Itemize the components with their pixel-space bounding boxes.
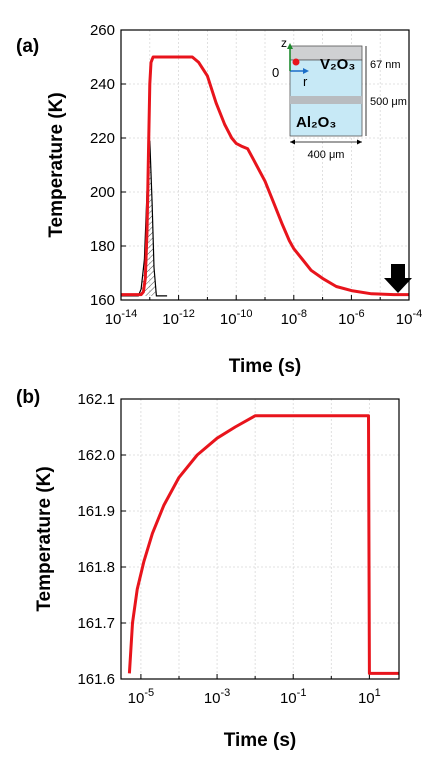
y-tick-label: 161.6 (77, 671, 115, 688)
z-axis-arrowhead (287, 43, 293, 49)
width-label: 400 μm (308, 149, 345, 161)
y-axis-label-b: Temperature (K) (34, 466, 55, 611)
plot-frame-b (120, 398, 400, 680)
substrate-band (290, 96, 362, 104)
r-axis-arrowhead (303, 68, 309, 74)
grid-b (121, 399, 399, 679)
y-tick-label: 220 (90, 130, 115, 147)
panel-label-a: (a) (16, 36, 39, 57)
width-dim-arrow-right (357, 139, 362, 145)
x-tick-label: 10-14 (105, 308, 138, 328)
x-tick-label: 10-8 (281, 308, 307, 328)
plot-area-b (127, 414, 399, 675)
x-tick-label: 10-5 (128, 687, 154, 707)
x-tick-label: 10-6 (338, 308, 364, 328)
panel-label-b: (b) (16, 387, 40, 408)
x-axis-label-b: Time (s) (224, 730, 297, 751)
plot-frame-a (120, 29, 410, 301)
width-dim-arrow-left (290, 139, 295, 145)
y-tick-label: 161.8 (77, 559, 115, 576)
r-axis-label: r (303, 74, 308, 89)
z-axis-label: z (281, 36, 287, 50)
origin-label: 0 (272, 65, 279, 80)
x-tick-label: 10-4 (396, 308, 422, 328)
x-axis-label-a: Time (s) (229, 356, 302, 377)
temperature-line (127, 414, 399, 675)
x-tick-label: 10-3 (204, 687, 230, 707)
substrate-label: Al₂O₃ (296, 114, 336, 131)
temperature-line (121, 55, 409, 297)
substrate-thickness-label: 500 μm (370, 96, 407, 108)
x-tick-label: 101 (358, 687, 381, 707)
y-tick-label: 162.0 (77, 447, 115, 464)
y-tick-label: 240 (90, 76, 115, 93)
panel-a: (a) 10-14 10-12 10-10 10-8 10-6 10-4 160 180 200… (16, 22, 422, 377)
y-tick-label: 161.7 (77, 615, 115, 632)
film-label: V₂O₃ (320, 56, 355, 73)
laser-spot-dot (292, 58, 300, 66)
x-tick-label: 10-1 (280, 687, 306, 707)
y-axis-label-a: Temperature (K) (46, 92, 67, 237)
x-tick-label: 10-12 (162, 308, 195, 328)
ticks-b: 10-5 10-3 10-1 101 161.6 161.7 161.8 161.9 162.0… (77, 391, 380, 707)
y-tick-label: 180 (90, 238, 115, 255)
x-tick-label: 10-10 (220, 308, 253, 328)
panel-b: (b) 10-5 10-3 10-1 101161.6161.7161.8161.91… (16, 387, 400, 751)
plot-area-a (121, 55, 409, 297)
inset-schematic: z r 0 V₂O₃ Al₂O₃ 67 nm 500 μm 400 μm (272, 36, 407, 161)
y-tick-label: 160 (90, 292, 115, 309)
y-tick-label: 161.9 (77, 503, 115, 520)
y-tick-label: 260 (90, 22, 115, 39)
y-tick-label: 162.1 (77, 391, 115, 408)
y-tick-label: 200 (90, 184, 115, 201)
down-arrow-marker (384, 264, 412, 293)
film-thickness-label: 67 nm (370, 59, 401, 71)
